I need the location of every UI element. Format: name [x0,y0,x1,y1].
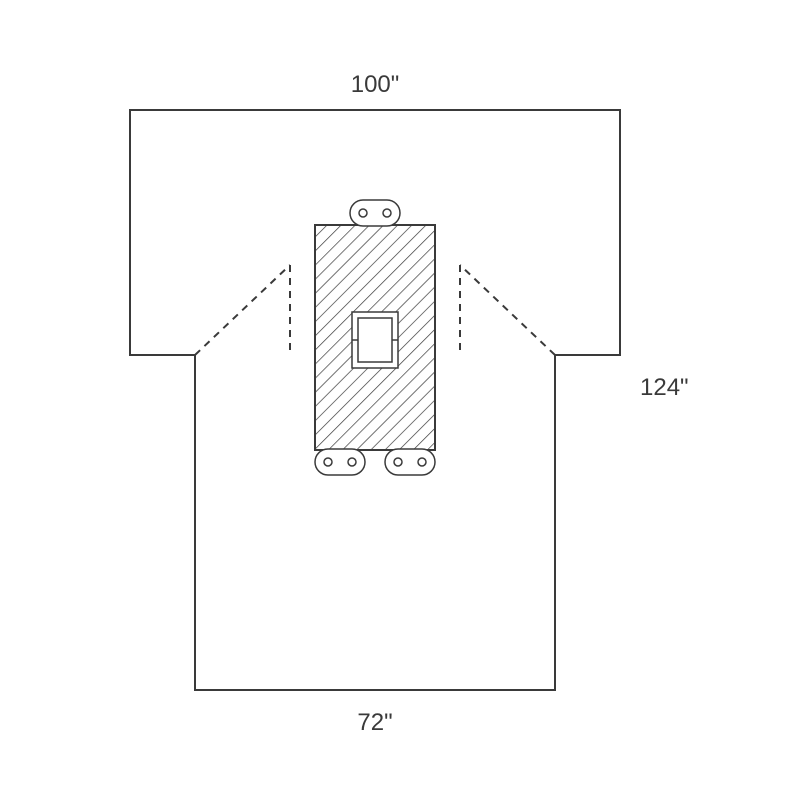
fenestration-outer [352,312,398,368]
tube-holder [350,200,400,226]
tube-holder [385,449,435,475]
dimension-label-right: 124" [640,374,689,401]
tube-holder [315,449,365,475]
dimension-label-top: 100" [351,71,400,98]
dimension-label-bottom: 72" [357,709,392,736]
